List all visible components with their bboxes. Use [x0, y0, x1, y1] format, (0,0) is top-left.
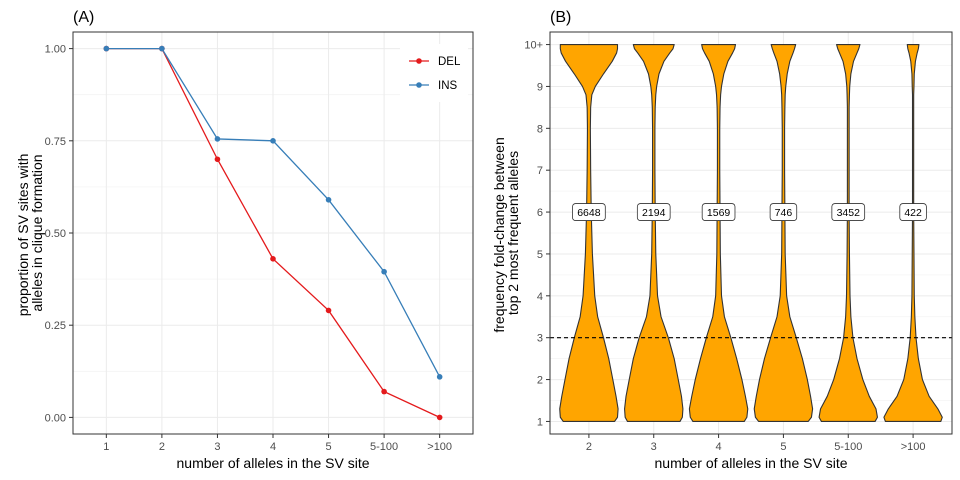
violin-5-100 [818, 44, 878, 422]
data-point-del [381, 388, 387, 395]
panel-b-x-tick-label: 5 [780, 441, 786, 453]
legend-label-ins: INS [438, 80, 458, 92]
panel-b-y-axis-title: frequency fold-change between top 2 most… [491, 133, 521, 332]
panel-b-label: (B) [550, 9, 571, 26]
panel-b-y-axis-title-line-2: top 2 most frequent alleles [505, 151, 521, 315]
panel-b-y-tick-label: 6 [537, 207, 543, 219]
panel-a-x-axis-title: number of alleles in the SV site [177, 455, 370, 471]
panel-b-x-tick-label: 4 [716, 441, 722, 453]
panel-a-x-tick-label: 4 [270, 441, 276, 453]
panel-b-y-tick-label: 3 [537, 333, 543, 345]
panel-b-y-tick-label: 8 [537, 123, 543, 135]
panel-b-x-tick-label: 2 [586, 441, 592, 453]
panel-a-x-tick-label: 3 [214, 441, 220, 453]
data-point-ins [103, 45, 110, 52]
count-label: 1569 [707, 207, 731, 219]
panel-b-y-tick-label: 10+ [524, 40, 543, 52]
count-label-box [899, 203, 927, 221]
panel-a-x-tick-label: 5 [325, 441, 331, 453]
legend-background [400, 44, 468, 102]
panel-a-y-axis-title: proportion of SV sites with alleles in c… [15, 150, 45, 317]
panel-a-y-axis-title-line-2: alleles in clique formation [29, 154, 45, 311]
panel-b-y-ticks: 1 2 3 4 5 6 7 8 9 10+ [524, 40, 550, 428]
count-label: 2194 [642, 207, 666, 219]
panel-a-x-tick-label: 5-100 [370, 441, 398, 453]
panel-b-plot-border [549, 31, 953, 435]
panel-b-count-labels: 6648 2194 1569 746 3452 422 [572, 203, 927, 221]
panel-a-x-ticks: 1 2 3 4 5 5-100 >100 [103, 434, 452, 453]
violin-4 [688, 44, 749, 422]
violin-3 [624, 44, 684, 422]
data-point-ins [159, 45, 165, 52]
data-point-ins [381, 268, 387, 275]
panel-a-y-axis-title-line-1: proportion of SV sites with [15, 154, 31, 317]
count-label-box [572, 203, 606, 221]
panel-a-y-tick-label: 0.50 [45, 228, 66, 240]
count-label: 746 [775, 207, 793, 219]
panel-b-y-tick-label: 2 [537, 375, 543, 387]
data-point-ins [270, 137, 276, 144]
panel-a-y-tick-label: 0.00 [45, 412, 66, 424]
panel-b-y-axis-title-line-1: frequency fold-change between [491, 137, 507, 332]
count-label-box [831, 203, 866, 221]
legend-key-point-ins [416, 82, 422, 88]
panel-a-y-tick-label: 0.75 [45, 136, 66, 148]
count-label: 6648 [577, 207, 601, 219]
panel-a-label: (A) [73, 9, 94, 26]
panel-b-y-tick-label: 4 [537, 291, 543, 303]
panel-a-y-tick-label: 0.25 [45, 320, 66, 332]
legend-label-del: DEL [438, 56, 461, 68]
panel-a-x-tick-label: >100 [427, 441, 452, 453]
violin-2 [559, 44, 619, 422]
panel-b-x-tick-label: 3 [651, 441, 657, 453]
count-label-box [701, 203, 736, 221]
panel-b-y-tick-label: 9 [537, 81, 543, 93]
data-point-del [270, 256, 276, 262]
count-label-box [636, 203, 671, 221]
panel-a-series [103, 45, 443, 421]
data-point-ins [214, 136, 221, 142]
panel-b-violins [559, 44, 943, 422]
panel-b-y-tick-label: 1 [537, 416, 543, 428]
panel-b-x-tick-label: 5-100 [834, 441, 862, 453]
violin-5 [753, 44, 814, 422]
panel-b-x-axis-title: number of alleles in the SV site [655, 455, 848, 471]
panel-a-x-tick-label: 1 [103, 441, 109, 453]
count-label: 422 [904, 207, 922, 219]
panel-b-y-tick-label: 5 [537, 249, 543, 261]
data-point-del [325, 307, 332, 314]
data-point-del [436, 414, 443, 421]
data-point-ins [325, 197, 332, 203]
panel-a-y-ticks: 0.00 0.25 0.50 0.75 1.00 [45, 44, 73, 424]
panel-a-x-tick-label: 2 [159, 441, 165, 453]
data-point-del [214, 156, 221, 163]
panel-b-x-tick-label: >100 [901, 441, 926, 453]
panel-b-y-tick-label: 7 [537, 165, 543, 177]
count-label: 3452 [837, 207, 861, 219]
data-point-ins [436, 374, 443, 380]
violin->100 [883, 44, 943, 422]
legend-key-point-del [416, 58, 422, 64]
panel-a-legend: DEL INS [400, 44, 468, 102]
panel-b-x-ticks: 2 3 4 5 5-100 >100 [586, 434, 926, 453]
panel-b: (B) 6648 2194 1569 746 3452 422 12345678910+ … [491, 9, 953, 471]
panel-a-y-tick-label: 1.00 [45, 44, 66, 56]
panel-a: (A) 0.000.250.500.751.00 1 2 3 4 5 5-100 >100 … [15, 9, 474, 471]
count-label-box [769, 203, 798, 221]
